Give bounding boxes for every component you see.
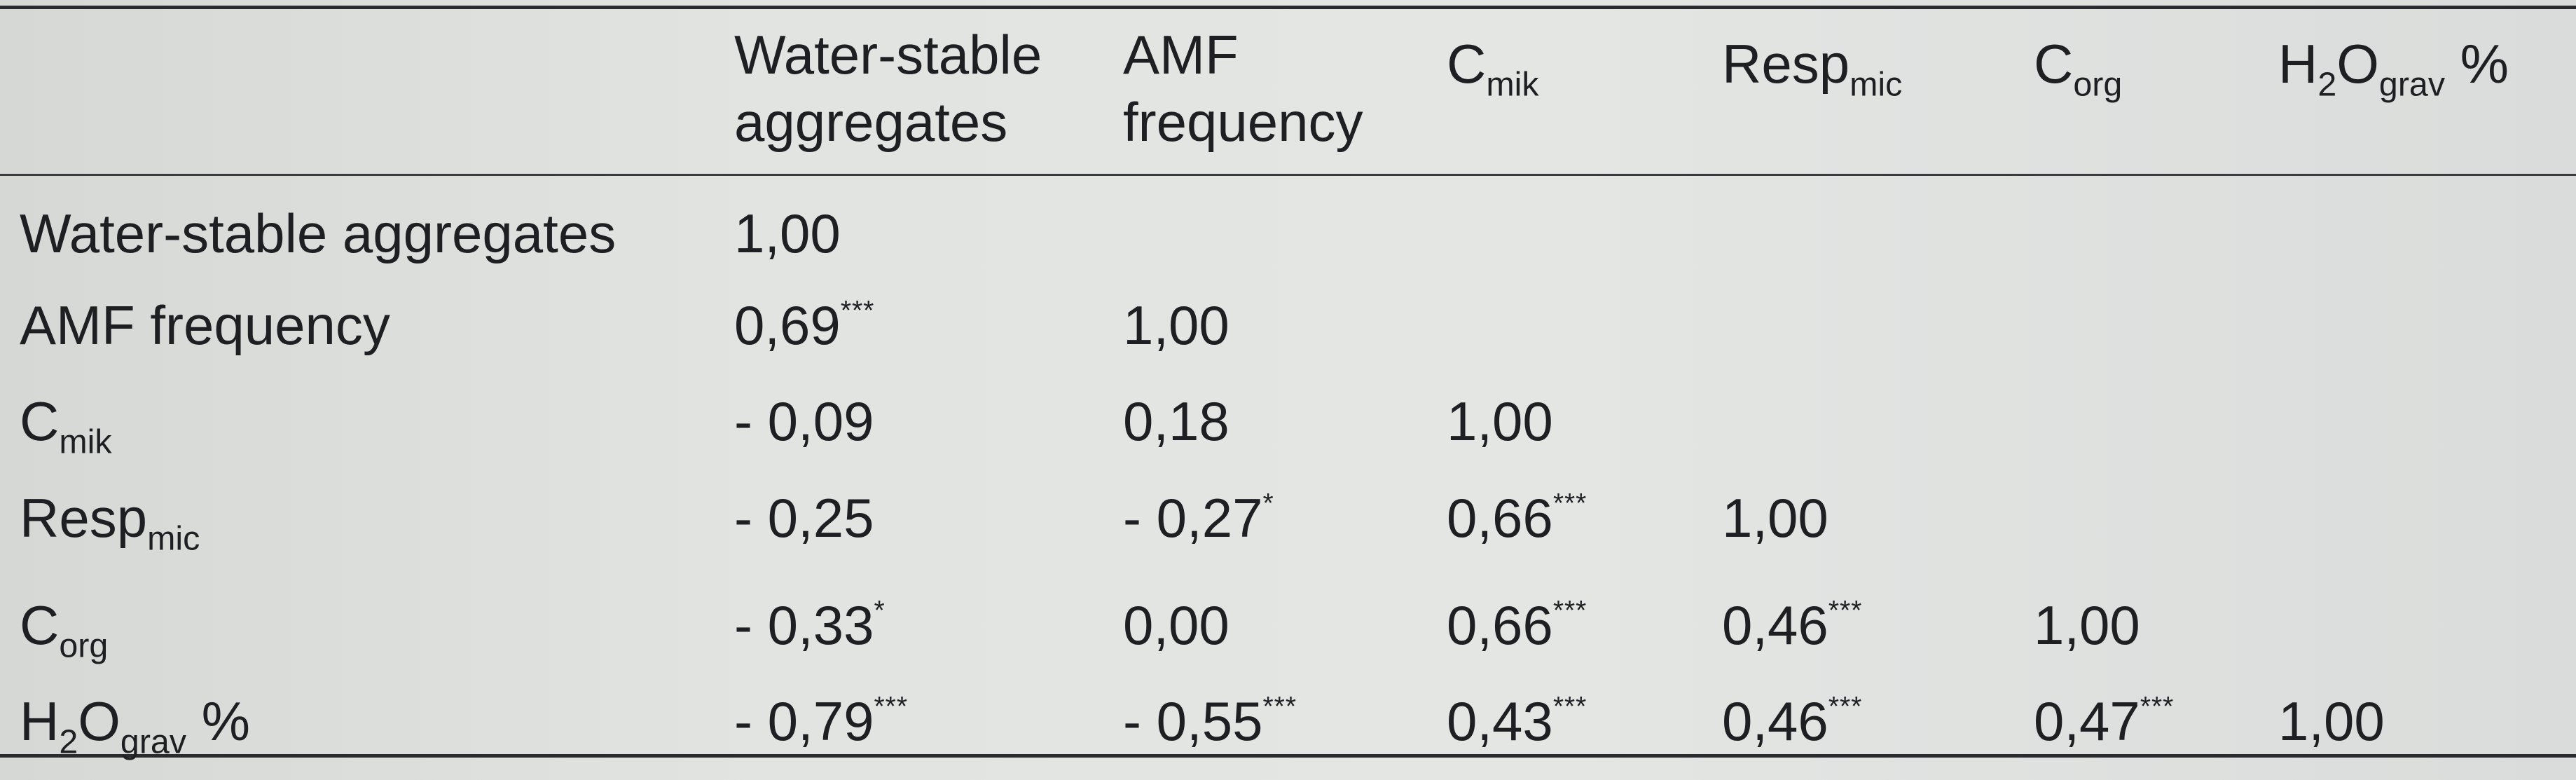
table-cell: 0,00 xyxy=(1123,594,1230,656)
table-cell: 0,46*** xyxy=(1722,594,1863,656)
header-h2o-grav: H2Ograv % xyxy=(2278,33,2509,104)
table-cell: - 0,09 xyxy=(734,390,874,452)
header-line1: AMF xyxy=(1123,24,1239,85)
row-label-h2o-grav: H2Ograv % xyxy=(20,690,251,761)
table-cell: - 0,25 xyxy=(734,487,874,549)
table-top-rule xyxy=(0,6,2576,9)
table-cell: 0,18 xyxy=(1123,390,1230,452)
table-cell: 0,43*** xyxy=(1447,690,1587,752)
header-resp-mic: Respmic xyxy=(1722,33,1903,104)
table-cell: - 0,33* xyxy=(734,594,886,656)
row-label-water-stable-aggregates: Water-stable aggregates xyxy=(20,203,617,264)
table-cell: 1,00 xyxy=(1722,487,1828,549)
row-label-amf-frequency: AMF frequency xyxy=(20,294,390,356)
header-line2: aggregates xyxy=(734,91,1008,153)
header-c-org: Corg xyxy=(2034,33,2123,104)
header-water-stable-aggregates: Water-stable aggregates xyxy=(734,21,1042,156)
header-line2: frequency xyxy=(1123,91,1363,153)
header-c-mik: Cmik xyxy=(1447,33,1539,104)
table-cell: 1,00 xyxy=(734,203,841,264)
table-cell: 1,00 xyxy=(1447,390,1553,452)
header-amf-frequency: AMF frequency xyxy=(1123,21,1363,156)
table-cell: - 0,79*** xyxy=(734,690,909,752)
table-header-rule xyxy=(0,174,2576,176)
row-label-resp-mic: Respmic xyxy=(20,487,200,558)
table-cell: - 0,55*** xyxy=(1123,690,1297,752)
table-cell: - 0,27* xyxy=(1123,487,1274,549)
table-cell: 0,66*** xyxy=(1447,594,1587,656)
table-cell: 0,46*** xyxy=(1722,690,1863,752)
table-cell: 1,00 xyxy=(1123,294,1230,356)
row-label-c-org: Corg xyxy=(20,594,109,665)
table-cell: 0,69*** xyxy=(734,294,875,356)
table-cell: 0,66*** xyxy=(1447,487,1587,549)
row-label-c-mik: Cmik xyxy=(20,390,112,461)
table-bottom-rule xyxy=(0,754,2576,758)
header-line1: Water-stable xyxy=(734,24,1042,85)
table-cell: 0,47*** xyxy=(2034,690,2175,752)
table-cell: 1,00 xyxy=(2034,594,2140,656)
table-cell: 1,00 xyxy=(2278,690,2385,752)
